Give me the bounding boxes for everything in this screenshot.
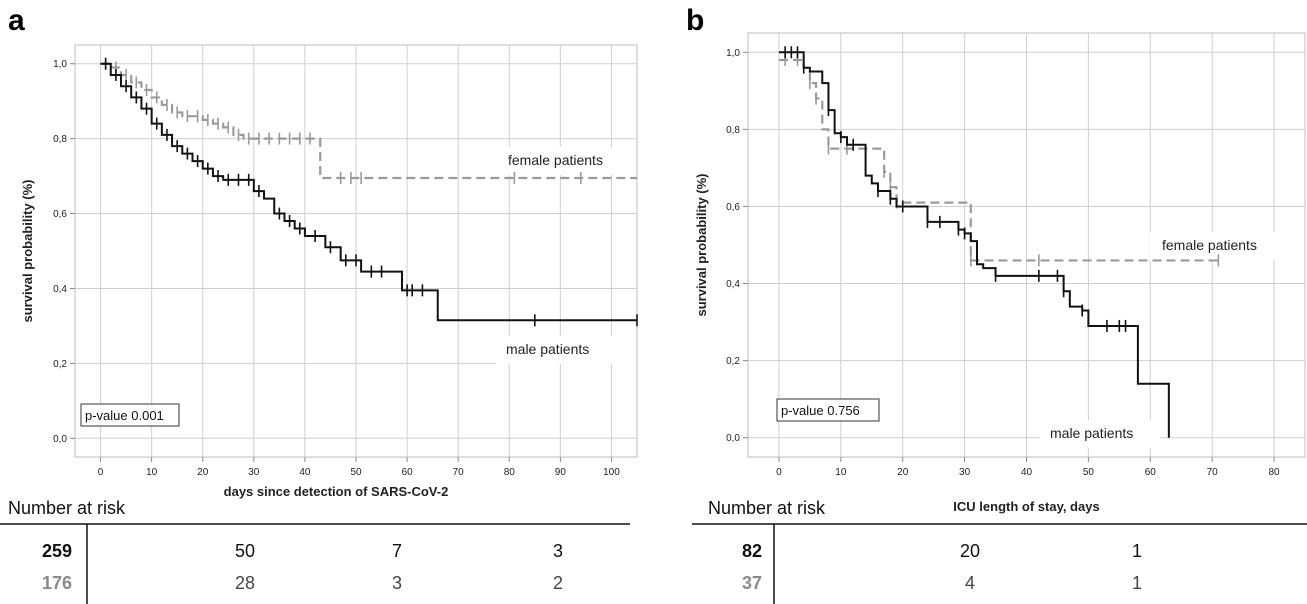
x-tick-label: 40 (1021, 467, 1033, 478)
y-axis-title: survival probability (%) (694, 173, 709, 316)
x-tick-label: 70 (453, 467, 465, 478)
x-tick-label: 20 (897, 467, 909, 478)
risk-cell: 20 (960, 541, 980, 561)
y-tick-label: 1,0 (726, 48, 740, 59)
y-tick-label: 0,4 (726, 279, 740, 290)
risk-cell: 28 (235, 573, 255, 593)
risk-table-title: Number at risk (708, 498, 826, 518)
panel-a: a 0 10 20 30 40 50 60 70 80 90 100 0,0 0,2 0,4 0,6 0,8 1,… (0, 4, 638, 604)
p-value-label: p-value 0.001 (85, 408, 164, 423)
x-tick-label: 60 (402, 467, 414, 478)
risk-cell: 3 (392, 573, 402, 593)
risk-cell: 1 (1132, 541, 1142, 561)
p-value-box (776, 398, 880, 422)
panel-b: b 0 10 20 30 40 50 60 70 80 0,0 0,2 0,4 0,6 0,8 1,0 ICU … (686, 4, 1307, 604)
risk-cell: 50 (235, 541, 255, 561)
annotation-background (496, 147, 636, 175)
y-tick-label: 0,8 (53, 134, 67, 145)
y-axis-title: survival probability (%) (20, 179, 35, 322)
risk-cell: 3 (553, 541, 563, 561)
y-tick-label: 0,6 (726, 202, 740, 213)
risk-table: Number at risk 82 20 1 37 4 1 (692, 498, 1307, 604)
x-tick-label: 100 (603, 467, 620, 478)
risk-table-title: Number at risk (8, 498, 126, 518)
series-female-line (100, 62, 637, 180)
x-tick-label: 30 (959, 467, 971, 478)
x-tick-label: 0 (776, 467, 782, 478)
x-tick-label: 40 (299, 467, 311, 478)
annotation-background (1150, 232, 1290, 260)
x-axis-title: ICU length of stay, days (953, 499, 1099, 514)
x-tick-label: 50 (350, 467, 362, 478)
x-tick-label: 80 (1268, 467, 1280, 478)
risk-cell: 1 (1132, 573, 1142, 593)
y-tick-label: 1,0 (53, 59, 67, 70)
risk-cell: 2 (553, 573, 563, 593)
risk-cell: 4 (965, 573, 975, 593)
p-value-label: p-value 0.756 (781, 403, 860, 418)
series-annotation: male patients (1050, 425, 1133, 441)
p-value-box (80, 403, 180, 427)
y-tick-label: 0,2 (726, 356, 740, 367)
panel-letter: a (8, 4, 25, 37)
series-annotation: female patients (508, 152, 603, 168)
risk-row-label: 82 (742, 541, 762, 561)
x-tick-label: 10 (146, 467, 158, 478)
x-tick-label: 20 (197, 467, 209, 478)
y-tick-label: 0,6 (53, 209, 67, 220)
x-tick-label: 30 (248, 467, 260, 478)
risk-cell: 7 (392, 541, 402, 561)
series-female-line (778, 58, 1219, 262)
x-tick-label: 50 (1083, 467, 1095, 478)
annotation-background (496, 336, 636, 364)
x-axis-title: days since detection of SARS-CoV-2 (224, 484, 449, 499)
x-tick-label: 10 (835, 467, 847, 478)
series-annotation: female patients (1162, 237, 1257, 253)
risk-row-label: 37 (742, 573, 762, 593)
y-tick-label: 0,4 (53, 284, 67, 295)
panel-letter: b (686, 4, 704, 37)
risk-row-label: 176 (42, 573, 72, 593)
x-tick-label: 0 (98, 467, 104, 478)
y-tick-label: 0,0 (726, 433, 740, 444)
series-annotation: male patients (506, 341, 589, 357)
x-tick-label: 80 (504, 467, 516, 478)
y-tick-label: 0,2 (53, 359, 67, 370)
annotation-background (1040, 420, 1160, 448)
x-tick-label: 90 (555, 467, 567, 478)
x-tick-label: 70 (1207, 467, 1219, 478)
y-tick-label: 0,8 (726, 125, 740, 136)
y-tick-label: 0,0 (53, 434, 67, 445)
risk-table: Number at risk 259 50 7 3 176 28 3 2 (0, 498, 630, 604)
x-tick-label: 60 (1145, 467, 1157, 478)
risk-row-label: 259 (42, 541, 72, 561)
